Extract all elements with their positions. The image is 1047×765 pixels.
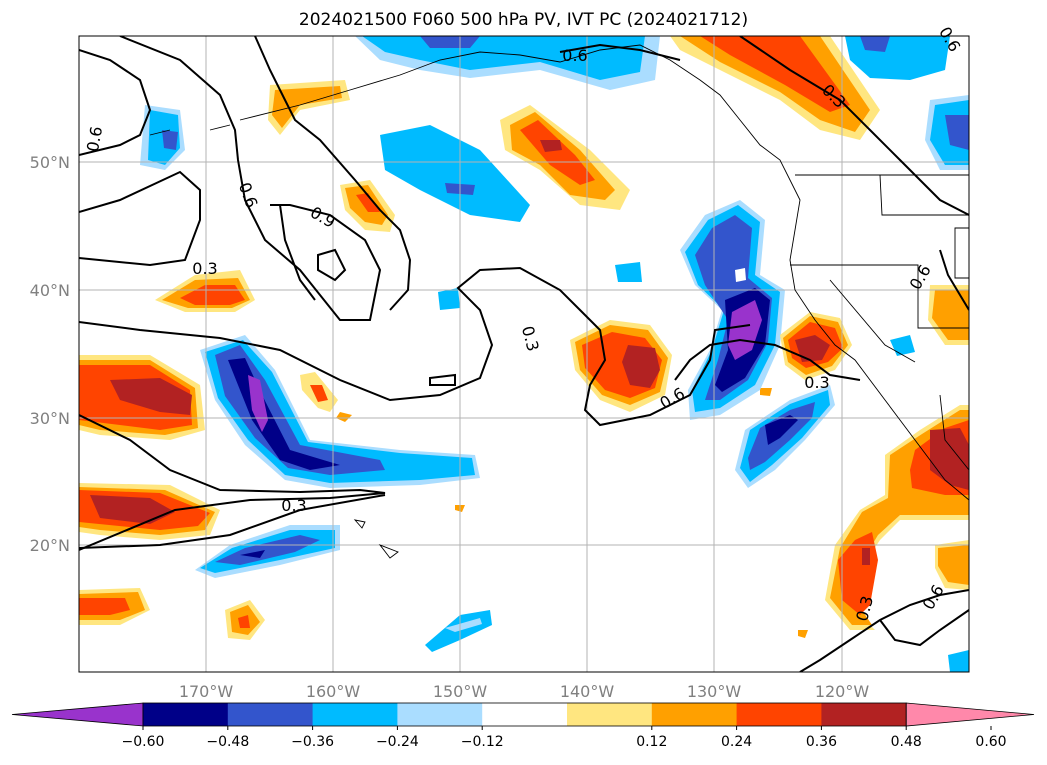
shade-topright-blue [845, 36, 969, 170]
coastlines [149, 44, 969, 559]
contour-label: 0.3 [192, 259, 217, 278]
contour-label: 0.3 [518, 324, 543, 354]
contour-label: 0.6 [235, 180, 262, 210]
colorbar-tick-label: 0.24 [721, 734, 752, 750]
shade-small-dots [438, 262, 808, 638]
colorbar-segment [482, 703, 568, 726]
colorbar-extend-high [905, 702, 1035, 727]
shade-blue-small-south [425, 610, 492, 652]
colorbar-segment [736, 703, 822, 726]
colorbar-segment [821, 703, 907, 726]
colorbar-segment [312, 703, 398, 726]
lat-label-50n: 50°N [30, 153, 70, 172]
colorbar-segment [567, 703, 653, 726]
colorbar-segment [227, 703, 314, 726]
contour-label: 0.3 [281, 496, 306, 515]
shade-warm-blob-4 [570, 320, 672, 412]
colorbar [11, 702, 1035, 727]
colorbar-tick-label: 0.48 [891, 734, 922, 750]
lon-labels: 170°W 160°W 150°W 140°W 130°W 120°W [179, 682, 870, 701]
colorbar-segment [397, 703, 483, 726]
shade-warm-east [825, 285, 969, 672]
colorbar-tick-label: −0.36 [291, 734, 334, 750]
shade-west-blue [140, 105, 185, 170]
colorbar-border [142, 702, 907, 727]
shade-warm-west-1 [79, 355, 205, 440]
lon-label-150w: 150°W [433, 682, 488, 701]
lat-label-30n: 30°N [30, 409, 70, 428]
pv-contours [79, 36, 969, 672]
shading-layer [79, 36, 969, 672]
contour-label: 0.9 [307, 203, 339, 232]
colorbar-segment [143, 703, 229, 726]
lat-label-20n: 20°N [30, 536, 70, 555]
shade-warm-blob-2 [340, 180, 395, 232]
lat-labels: 50°N 40°N 30°N 20°N [30, 153, 70, 555]
colorbar-tick-label: 0.36 [806, 734, 837, 750]
shade-blue-coast-south [735, 385, 835, 488]
lon-label-120w: 120°W [815, 682, 870, 701]
map-title: 2024021500 F060 500 hPa PV, IVT PC (2024… [298, 10, 749, 30]
colorbar-tick-label: −0.12 [461, 734, 504, 750]
lon-label-170w: 170°W [179, 682, 234, 701]
shade-blue-coast [680, 200, 785, 420]
colorbar-extend-low [11, 702, 144, 727]
colorbar-tick-label: 0.60 [975, 734, 1006, 750]
shade-warm-small-2 [300, 372, 352, 422]
shade-warm-west-3 [79, 588, 150, 625]
colorbar-tick-label: −0.60 [122, 734, 165, 750]
lon-label-160w: 160°W [306, 682, 361, 701]
shade-topright-warm [670, 36, 880, 140]
lon-label-130w: 130°W [687, 682, 742, 701]
colorbar-tick-label: −0.24 [376, 734, 419, 750]
colorbar-segment [651, 703, 738, 726]
contour-label: 0.6 [919, 581, 948, 613]
colorbar-tick-label: 0.12 [636, 734, 667, 750]
lat-label-40n: 40°N [30, 281, 70, 300]
shade-blue-south [195, 525, 340, 578]
shade-blue-tongue [200, 335, 480, 488]
contour-label: 0.6 [83, 125, 106, 153]
contour-label: 0.3 [804, 373, 829, 392]
lon-label-140w: 140°W [560, 682, 615, 701]
shade-warm-coast [780, 312, 852, 380]
shade-warm-west-2 [79, 483, 220, 540]
shade-north-blue [355, 36, 660, 90]
shade-orange-small-1 [268, 80, 350, 135]
shade-warm-small-3 [225, 600, 265, 640]
contour-label: 0.6 [562, 46, 587, 65]
colorbar-labels: −0.60 −0.48 −0.36 −0.24 −0.12 0.12 0.24 0.36 0.4… [122, 726, 1007, 750]
colorbar-tick-label: −0.48 [206, 734, 249, 750]
shade-warm-blob-1 [500, 105, 630, 210]
map-frame [78, 35, 970, 673]
gridlines [79, 36, 969, 672]
